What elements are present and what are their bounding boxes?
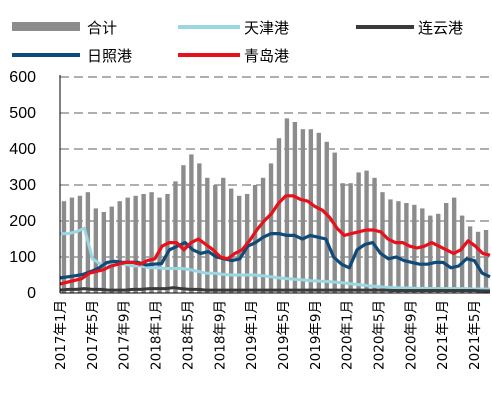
y-axis: 0 100 200 300 400 500 600	[9, 69, 36, 302]
y-tick-label: 500	[9, 105, 36, 122]
legend-swatch-rizhao	[12, 53, 80, 57]
x-tick-label: 2017年5月	[85, 300, 101, 370]
bar-total	[372, 177, 377, 293]
bar-total	[101, 212, 106, 293]
bar-total	[157, 197, 162, 293]
bar-total	[428, 215, 433, 293]
x-tick-label: 2019年9月	[308, 300, 324, 370]
bar-total	[276, 138, 282, 293]
bar-total	[69, 197, 75, 293]
x-tick-label: 2021年1月	[435, 300, 451, 370]
legend-label-lianyungang: 连云港	[418, 19, 463, 37]
legend-label-total: 合计	[87, 19, 117, 37]
bar-total	[324, 141, 329, 293]
bar-total	[197, 163, 202, 293]
legend-swatch-qingdao	[178, 53, 240, 57]
x-tick-label: 2019年5月	[276, 300, 292, 370]
bar-total	[173, 181, 178, 293]
x-tick-label: 2020年9月	[403, 300, 419, 370]
bar-total	[300, 129, 306, 293]
bar-total	[348, 183, 353, 293]
bar-total	[364, 170, 369, 293]
y-tick-label: 400	[9, 141, 36, 158]
bar-total	[61, 201, 67, 293]
series-lines	[59, 194, 491, 293]
bar-total	[229, 188, 234, 293]
bar-total	[117, 201, 122, 293]
bar-total	[260, 177, 266, 293]
bar-total	[221, 177, 226, 293]
legend-label-tianjin: 天津港	[244, 19, 289, 37]
x-tick-label: 2021年5月	[467, 300, 483, 370]
line-rizhao	[59, 232, 491, 280]
bar-total	[308, 129, 314, 293]
bar-total	[436, 213, 441, 293]
legend: 合计 天津港 连云港 日照港 青岛港	[12, 19, 463, 65]
line-tianjin	[60, 226, 490, 291]
legend-swatch-tianjin	[178, 25, 240, 29]
bar-total	[109, 206, 114, 293]
bar-total	[475, 231, 481, 293]
y-tick-label: 0	[27, 285, 36, 302]
bar-total	[284, 118, 290, 294]
bar-total	[133, 195, 138, 293]
bar-total	[236, 195, 242, 293]
line-qingdao	[59, 194, 491, 286]
x-tick-label: 2017年1月	[53, 300, 69, 370]
x-tick-label: 2018年9月	[212, 300, 228, 370]
legend-swatch-total	[12, 22, 80, 31]
legend-label-qingdao: 青岛港	[244, 47, 289, 65]
bar-total	[77, 195, 83, 293]
bar-total	[93, 208, 99, 293]
y-tick-label: 100	[9, 249, 36, 266]
bar-total	[380, 192, 385, 293]
x-axis: 2017年1月 2017年5月 2017年9月 2018年1月 2018年5月 2018年…	[53, 300, 483, 370]
bar-total	[141, 194, 146, 293]
bar-total	[205, 177, 210, 293]
bar-total	[213, 185, 218, 293]
x-tick-label: 2018年1月	[149, 300, 165, 370]
bar-total	[316, 132, 321, 293]
bar-total	[125, 197, 130, 293]
x-tick-label: 2018年5月	[180, 300, 196, 370]
bar-total	[396, 201, 401, 293]
bar-total	[404, 203, 409, 293]
bar-total	[451, 197, 457, 293]
bar-total	[483, 230, 489, 293]
gridlines	[60, 76, 490, 258]
bar-total	[149, 192, 154, 293]
bar-total	[459, 215, 465, 293]
bar-total	[292, 122, 298, 293]
x-tick-label: 2020年5月	[372, 300, 388, 370]
bar-total	[388, 199, 393, 293]
bar-total	[340, 183, 345, 293]
x-tick-label: 2017年9月	[117, 300, 133, 370]
y-tick-label: 600	[9, 69, 36, 86]
bar-total	[252, 185, 258, 293]
line-lianyungang	[59, 286, 490, 293]
bar-total	[268, 163, 274, 293]
y-tick-label: 300	[9, 177, 36, 194]
bar-total	[420, 208, 425, 293]
bar-total	[189, 154, 194, 293]
y-tick-label: 200	[9, 213, 36, 230]
legend-label-rizhao: 日照港	[87, 47, 132, 65]
bar-total	[181, 165, 186, 293]
x-tick-label: 2020年1月	[340, 300, 356, 370]
legend-swatch-lianyungang	[356, 25, 414, 29]
x-tick-label: 2019年1月	[244, 300, 260, 370]
